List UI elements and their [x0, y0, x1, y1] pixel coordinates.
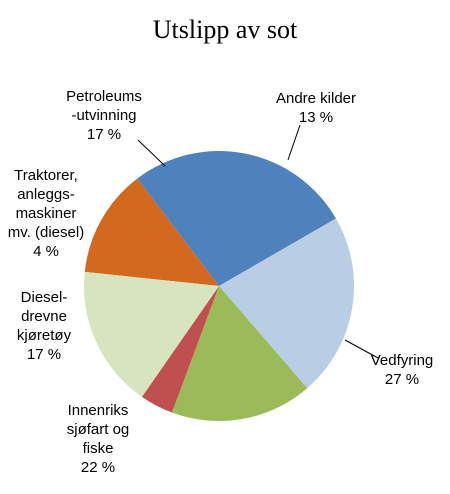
pie-slice-vedfyring	[137, 151, 336, 286]
leader-line-vedfyring	[344, 339, 379, 359]
slice-label-petroleums: Petroleums -utvinning 17 %	[66, 88, 142, 143]
slice-label-diesel: Diesel-drevne kjøretøy 17 %	[17, 289, 72, 363]
slice-label-line: Innenriks	[68, 402, 129, 419]
slice-label-line: -utvinning	[71, 107, 136, 124]
slice-label-line: 13 %	[299, 109, 333, 126]
slice-label-line: Vedfyring	[371, 352, 434, 369]
slices-layer	[83, 151, 354, 421]
leader-line-andre-kilder	[287, 124, 301, 161]
leader-lines-layer	[137, 124, 379, 359]
leader-line-petroleums	[137, 139, 166, 167]
slice-label-line: 22 %	[81, 459, 115, 476]
slice-label-traktorer: Traktorer, anleggs-maskiner mv. (diesel) 4 …	[8, 167, 84, 260]
slice-label-line: Petroleums	[66, 88, 142, 105]
slice-label-line: 17 %	[87, 126, 121, 143]
slice-label-andre-kilder: Andre kilder 13 %	[276, 90, 356, 126]
slice-label-line: Traktorer,	[14, 167, 78, 184]
slice-label-line: 4 %	[33, 243, 59, 260]
slice-label-line: Diesel-	[21, 289, 68, 306]
pie-slice-petroleums	[83, 271, 219, 397]
chart-title: Utslipp av sot	[153, 15, 298, 44]
pie-slice-andre-kilder	[84, 178, 220, 286]
pie-slice-innenriks	[219, 218, 354, 389]
slice-label-line: sjøfart og	[67, 421, 130, 438]
slice-label-line: maskiner	[16, 205, 77, 222]
slice-label-vedfyring: Vedfyring 27 %	[371, 352, 434, 388]
slice-label-innenriks: Innenriks sjøfart og fiske 22 %	[67, 402, 130, 476]
slice-label-line: fiske	[83, 440, 114, 457]
slice-label-line: kjøretøy	[17, 327, 72, 344]
slice-label-line: anleggs-	[17, 186, 75, 203]
slice-label-line: 27 %	[385, 371, 419, 388]
pie-slice-diesel	[171, 286, 308, 421]
slice-label-line: drevne	[21, 308, 67, 325]
slice-label-line: 17 %	[27, 346, 61, 363]
labels-layer: Andre kilder 13 % Vedfyring 27 % Innenriks sj…	[8, 88, 433, 476]
slice-label-line: mv. (diesel)	[8, 224, 84, 241]
slice-label-line: Andre kilder	[276, 90, 356, 107]
pie-slice-traktorer	[141, 286, 219, 413]
